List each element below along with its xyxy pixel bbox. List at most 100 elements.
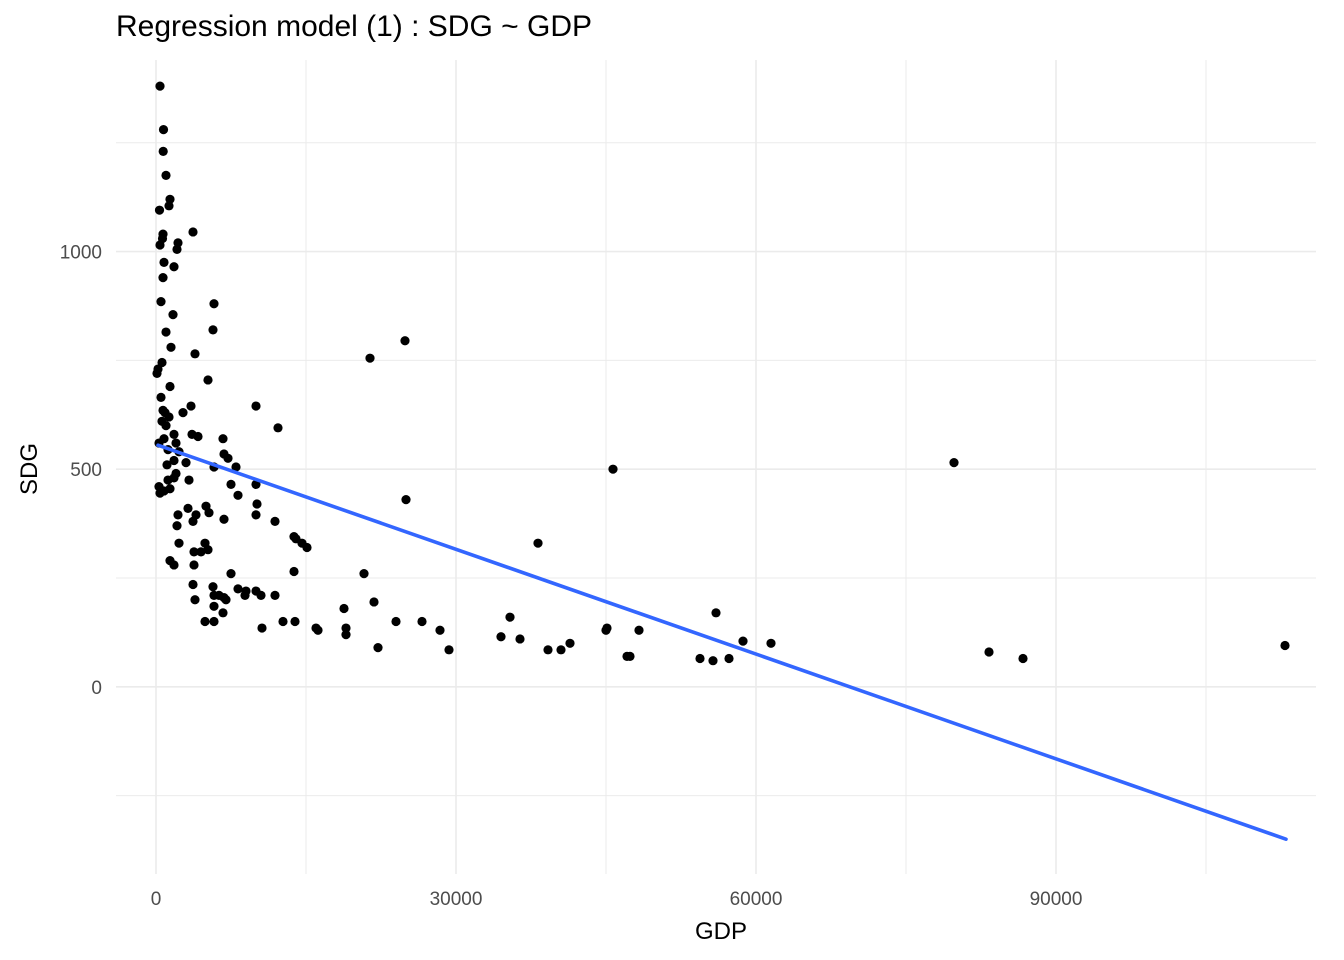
x-tick-label: 90000 xyxy=(1030,889,1083,910)
x-axis-title: GDP xyxy=(695,918,747,945)
data-point xyxy=(226,569,236,579)
data-point xyxy=(365,353,375,363)
data-point xyxy=(158,125,169,135)
data-point xyxy=(165,484,175,494)
data-point xyxy=(196,547,206,557)
x-axis-ticks: 0 30000 60000 90000 xyxy=(151,889,1083,910)
data-point xyxy=(444,645,454,655)
data-point xyxy=(634,625,644,635)
data-point xyxy=(708,656,718,666)
data-point xyxy=(339,603,349,614)
data-point xyxy=(174,538,184,548)
data-point xyxy=(766,638,776,648)
data-point xyxy=(219,514,229,524)
data-point xyxy=(161,170,171,180)
data-point xyxy=(302,542,312,553)
data-point xyxy=(166,342,176,352)
data-point xyxy=(203,545,213,555)
data-point xyxy=(172,521,182,531)
data-point xyxy=(188,516,198,527)
data-point xyxy=(565,638,575,648)
data-point xyxy=(401,495,411,505)
data-point xyxy=(154,205,165,215)
data-point xyxy=(157,357,167,368)
data-point xyxy=(155,81,165,91)
data-point xyxy=(221,595,231,605)
data-point xyxy=(515,634,525,644)
data-point xyxy=(233,490,243,500)
data-point xyxy=(159,257,169,268)
data-points xyxy=(152,81,1290,666)
data-point xyxy=(193,431,203,442)
data-point xyxy=(391,616,401,627)
data-point xyxy=(1280,640,1290,651)
data-point xyxy=(290,616,300,627)
data-point xyxy=(183,503,193,513)
data-point xyxy=(152,368,162,379)
data-point xyxy=(711,608,721,618)
y-tick-label: 500 xyxy=(70,460,102,481)
data-point xyxy=(181,458,191,468)
data-point xyxy=(695,653,705,664)
data-point xyxy=(359,569,369,579)
data-point xyxy=(162,460,172,470)
x-tick-label: 0 xyxy=(151,889,162,910)
data-point xyxy=(984,647,994,657)
x-tick-label: 60000 xyxy=(730,889,783,910)
data-point xyxy=(625,651,635,661)
data-point xyxy=(169,262,179,272)
data-point xyxy=(164,412,174,422)
data-point xyxy=(435,625,445,635)
data-point xyxy=(171,438,181,448)
data-point xyxy=(161,327,171,337)
data-point xyxy=(156,392,166,402)
data-point xyxy=(161,421,171,431)
data-point xyxy=(190,595,200,605)
data-point xyxy=(256,590,266,601)
data-point xyxy=(204,508,214,518)
data-point xyxy=(270,516,280,527)
data-point xyxy=(543,645,553,655)
data-point xyxy=(231,462,241,472)
data-point xyxy=(251,401,261,411)
data-point xyxy=(226,479,236,490)
regression-line-group xyxy=(156,443,1288,841)
data-point xyxy=(341,629,351,640)
data-point xyxy=(184,475,194,485)
data-point xyxy=(417,616,427,627)
data-point xyxy=(169,455,179,466)
data-point xyxy=(186,401,196,411)
data-point xyxy=(602,623,612,633)
data-point xyxy=(724,653,734,664)
data-point xyxy=(155,240,165,250)
data-point xyxy=(233,584,243,594)
data-point xyxy=(165,381,175,392)
data-point xyxy=(270,590,280,601)
data-point xyxy=(608,464,618,474)
data-point xyxy=(168,310,178,320)
data-point xyxy=(172,244,182,254)
data-point xyxy=(200,616,210,627)
data-point xyxy=(178,407,188,418)
data-point xyxy=(341,623,351,633)
data-point xyxy=(257,623,267,633)
y-axis-title: SDG xyxy=(16,443,43,495)
data-point xyxy=(496,632,506,642)
data-point xyxy=(313,625,323,635)
data-point xyxy=(171,468,181,479)
data-point xyxy=(173,510,183,520)
data-point xyxy=(189,560,199,570)
data-point xyxy=(289,566,299,577)
y-tick-label: 0 xyxy=(91,678,102,699)
data-point xyxy=(251,510,261,520)
data-point xyxy=(1018,653,1028,664)
data-point xyxy=(158,146,168,157)
data-point xyxy=(190,349,200,359)
data-point xyxy=(159,434,169,444)
grid-major xyxy=(116,60,1316,874)
data-point xyxy=(505,612,515,622)
data-point xyxy=(218,434,228,444)
data-point xyxy=(189,547,199,557)
y-tick-label: 1000 xyxy=(60,243,102,264)
